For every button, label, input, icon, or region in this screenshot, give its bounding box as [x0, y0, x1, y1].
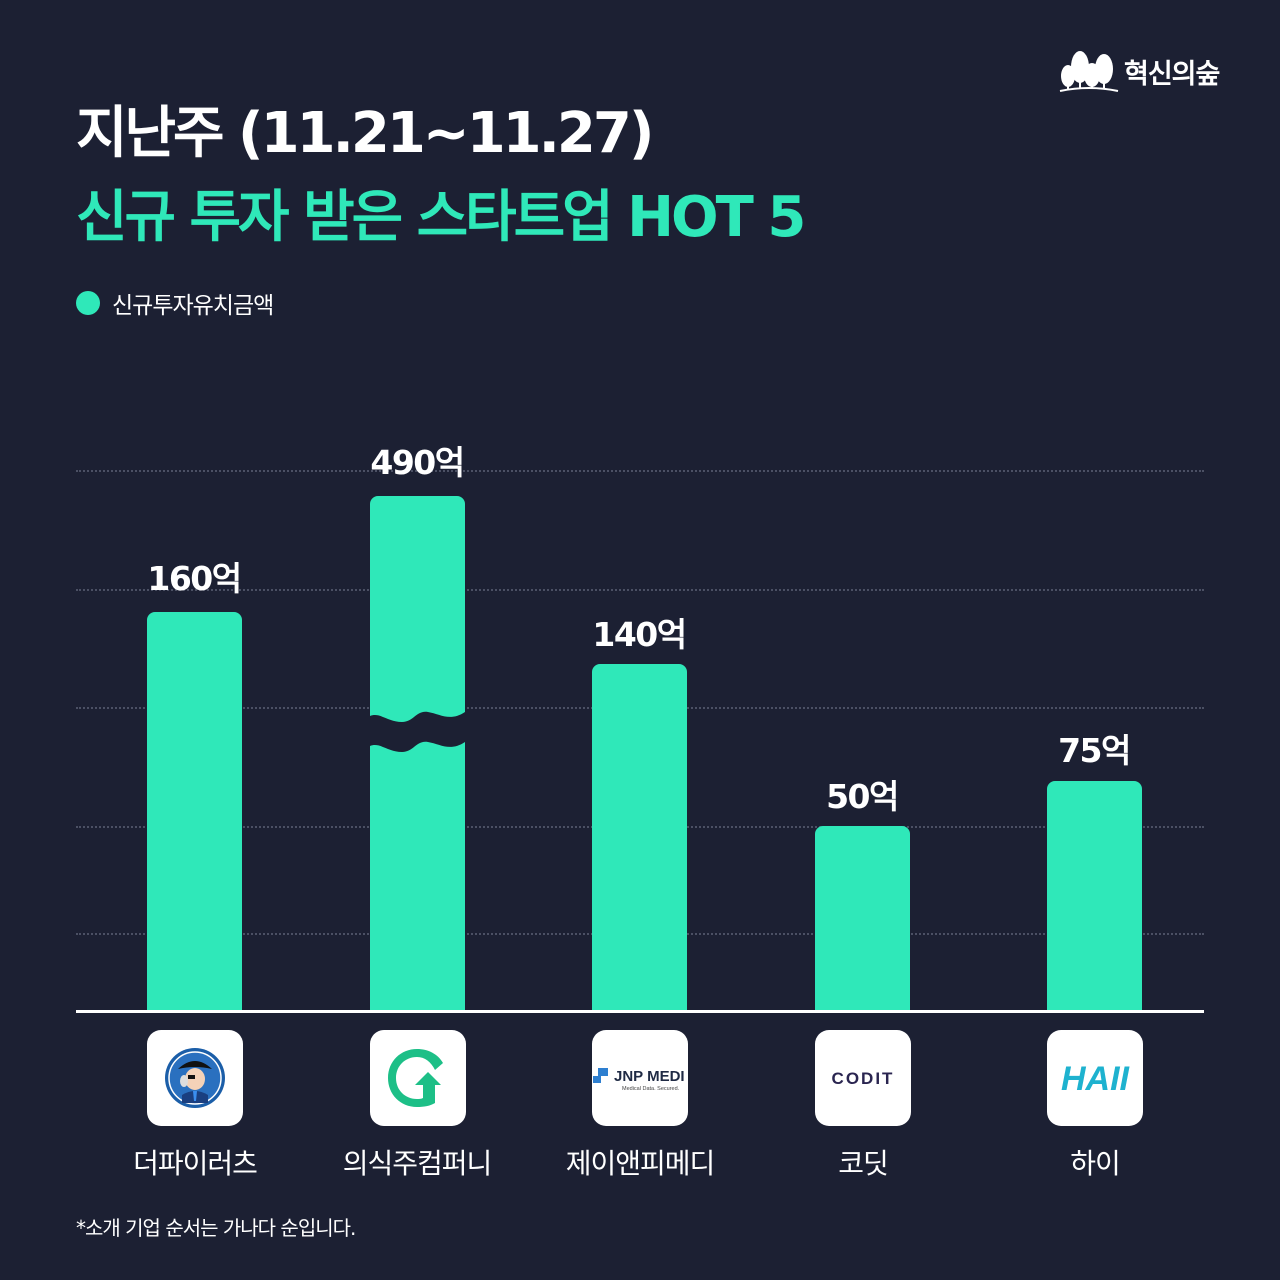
svg-text:JNP MEDI: JNP MEDI	[614, 1068, 685, 1085]
jnp-medi-logo-icon: JNP MEDI Medical Data. Secured.	[593, 1068, 685, 1092]
chart-legend: 신규투자유치금액	[76, 286, 274, 320]
bar-jnp-medi	[592, 664, 687, 1011]
logo-codit: CODIT	[815, 1030, 911, 1126]
page-title-headline: 신규 투자 받은 스타트업 HOT 5	[76, 185, 806, 250]
logo-jnp-medi: JNP MEDI Medical Data. Secured.	[592, 1030, 688, 1126]
pirate-mascot-logo-icon	[165, 1048, 225, 1108]
logo-thepirates	[147, 1030, 243, 1126]
grid-line	[76, 589, 1204, 591]
x-axis-baseline	[76, 1010, 1204, 1013]
codit-logo-icon: CODIT	[832, 1069, 895, 1088]
bar-value-label: 50억	[826, 777, 899, 816]
category-label: 하이	[1070, 1147, 1121, 1180]
category-label: 코딧	[838, 1147, 889, 1180]
haii-logo-icon: HAII	[1061, 1060, 1131, 1098]
logo-uisikju-company	[370, 1030, 466, 1126]
legend-label: 신규투자유치금액	[112, 293, 274, 319]
green-g-logo-icon	[388, 1049, 443, 1107]
category-label: 의식주컴퍼니	[342, 1147, 493, 1180]
bar-haii	[1047, 781, 1142, 1011]
bar-thepirates	[147, 612, 242, 1011]
brand-name: 혁신의숲	[1124, 58, 1220, 90]
bar-value-label: 160억	[147, 559, 242, 598]
svg-text:Medical Data. Secured.: Medical Data. Secured.	[622, 1086, 680, 1092]
bar-value-label: 490억	[370, 443, 465, 482]
logo-haii: HAII	[1047, 1030, 1143, 1126]
page-title-date-range: 지난주 (11.21~11.27)	[76, 101, 654, 166]
svg-text:CODIT: CODIT	[832, 1069, 895, 1088]
svg-text:HAII: HAII	[1061, 1060, 1131, 1098]
forest-trees-icon	[1059, 51, 1119, 92]
category-label: 제이앤피메디	[565, 1147, 716, 1180]
grid-line	[76, 470, 1204, 472]
bar-uisikju-company	[370, 496, 465, 1011]
bar-value-label: 75억	[1058, 731, 1131, 770]
axis-break-icon	[370, 711, 465, 752]
legend-dot-icon	[76, 291, 100, 315]
category-label: 더파이러츠	[133, 1147, 258, 1180]
footnote: *소개 기업 순서는 가나다 순입니다.	[76, 1216, 356, 1240]
bar-value-label: 140억	[592, 615, 687, 654]
bar-codit	[815, 826, 910, 1011]
brand-logo: 혁신의숲	[1058, 48, 1220, 94]
